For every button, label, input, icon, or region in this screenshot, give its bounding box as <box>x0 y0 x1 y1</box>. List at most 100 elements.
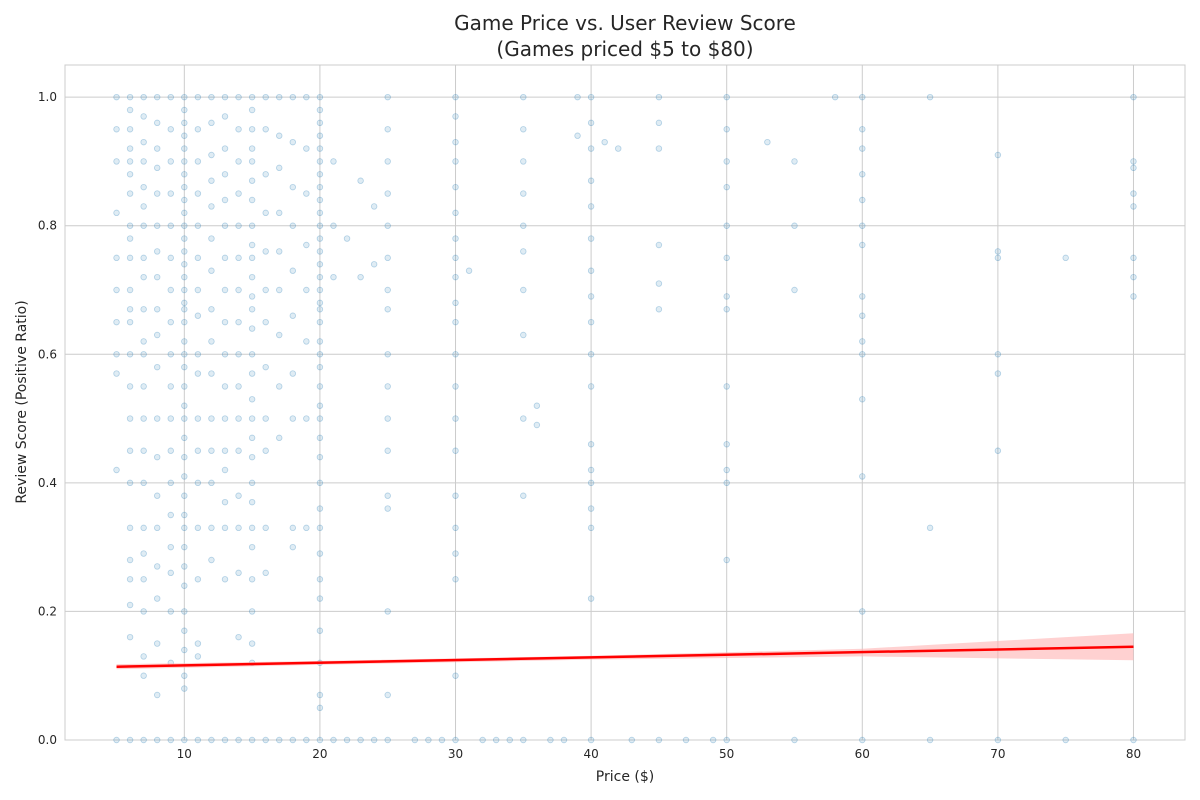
data-point <box>140 479 147 487</box>
data-point <box>831 93 839 101</box>
data-point <box>208 447 215 454</box>
data-point <box>248 93 256 101</box>
data-point <box>154 273 161 281</box>
data-point <box>140 576 147 583</box>
data-point <box>262 171 269 178</box>
data-point <box>316 306 324 313</box>
data-point <box>723 441 730 448</box>
data-point <box>859 293 866 300</box>
data-point <box>601 138 608 146</box>
data-point <box>316 145 324 152</box>
data-point <box>316 171 324 178</box>
data-point <box>167 318 174 326</box>
data-point <box>248 415 256 422</box>
data-point <box>181 158 188 165</box>
data-point <box>316 248 324 255</box>
data-point <box>221 318 229 326</box>
data-point <box>154 306 161 313</box>
data-point <box>181 511 188 519</box>
data-point <box>181 434 188 442</box>
data-point <box>194 524 202 532</box>
data-point <box>181 453 188 461</box>
data-point <box>709 736 717 744</box>
data-point <box>587 383 595 390</box>
data-point <box>587 267 595 274</box>
data-point <box>126 447 134 454</box>
data-point <box>248 293 256 300</box>
data-point <box>194 93 202 101</box>
data-point <box>221 498 229 506</box>
data-point <box>384 93 391 101</box>
data-point <box>547 736 554 744</box>
data-point <box>154 691 161 699</box>
data-point <box>221 254 229 262</box>
data-point <box>235 447 242 454</box>
data-point <box>235 93 242 101</box>
data-point <box>316 235 324 242</box>
data-point <box>316 595 324 602</box>
data-point <box>194 479 202 487</box>
data-point <box>316 704 324 712</box>
data-point <box>384 415 391 422</box>
data-point <box>859 93 866 101</box>
data-point <box>289 267 296 274</box>
data-point <box>248 576 256 583</box>
data-point <box>221 466 229 474</box>
data-point <box>316 222 324 229</box>
data-point <box>357 273 364 281</box>
plot-area <box>64 64 1186 741</box>
data-point <box>194 158 202 165</box>
data-point <box>723 93 730 101</box>
data-point <box>154 145 161 152</box>
data-point <box>208 556 215 564</box>
data-point <box>1130 93 1137 101</box>
data-point <box>357 736 364 744</box>
data-point <box>113 126 120 133</box>
data-point <box>194 736 202 744</box>
data-point <box>221 145 229 152</box>
data-point <box>208 370 215 377</box>
data-point <box>859 196 866 204</box>
data-point <box>520 248 527 255</box>
data-point <box>262 447 269 454</box>
data-point <box>492 736 500 744</box>
data-point <box>154 595 161 602</box>
data-point <box>723 222 730 229</box>
data-point <box>181 318 188 326</box>
data-point <box>208 151 215 159</box>
data-point <box>276 331 283 339</box>
trend-group <box>116 633 1134 670</box>
data-point <box>221 286 229 294</box>
data-point <box>791 736 798 744</box>
data-point <box>154 222 161 229</box>
data-point <box>235 383 242 390</box>
data-point <box>655 241 663 249</box>
data-point <box>167 569 174 577</box>
data-point <box>167 351 174 358</box>
data-point <box>167 608 174 615</box>
data-point <box>520 331 527 339</box>
data-point <box>384 190 391 197</box>
data-point <box>452 318 459 326</box>
data-point <box>248 222 256 229</box>
data-point <box>587 318 595 326</box>
data-point <box>1130 164 1137 172</box>
data-point <box>465 267 473 274</box>
data-point <box>384 492 391 499</box>
data-point <box>303 415 310 422</box>
data-point <box>1130 293 1137 300</box>
data-point <box>384 351 391 358</box>
data-point <box>723 479 730 487</box>
data-point <box>384 286 391 294</box>
data-point <box>194 351 202 358</box>
data-point <box>235 415 242 422</box>
data-point <box>154 736 161 744</box>
data-point <box>994 447 1002 454</box>
data-point <box>208 267 215 274</box>
data-point <box>181 383 188 390</box>
y-tick-label: 0.6 <box>38 347 57 361</box>
data-point <box>248 306 256 313</box>
data-point <box>723 158 730 165</box>
data-point <box>330 273 337 281</box>
chart-title-line2: (Games priced $5 to $80) <box>496 37 753 61</box>
